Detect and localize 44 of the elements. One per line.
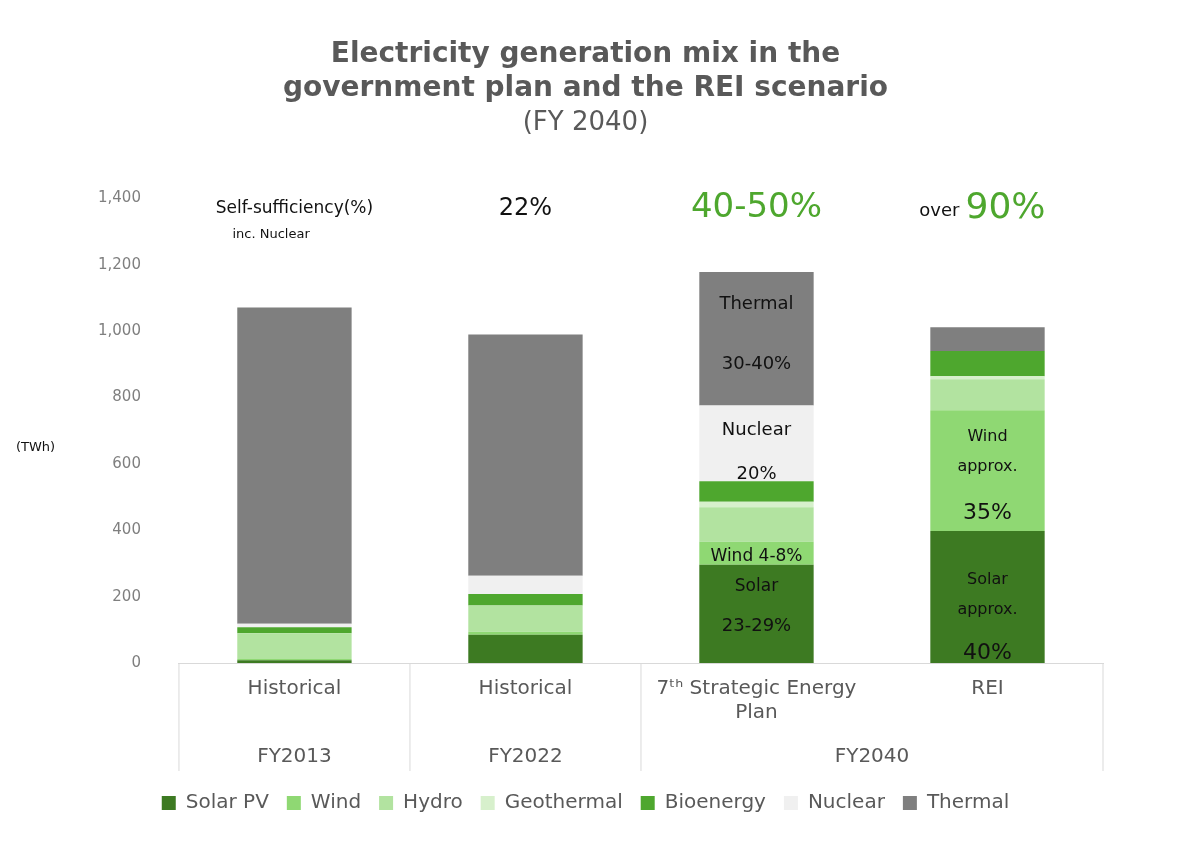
text: FY2013 xyxy=(257,743,332,768)
y-axis-title: (TWh) xyxy=(16,438,56,454)
y-tick-label: 1,400 xyxy=(97,188,141,207)
legend-label: Hydro xyxy=(403,789,463,814)
annotation: Self-sufficiency(%) xyxy=(215,196,374,217)
annotation: approx. xyxy=(957,456,1018,476)
y-tick-label: 1,000 xyxy=(97,321,141,340)
annotation: Thermal xyxy=(718,292,794,314)
y-tick-label: 800 xyxy=(112,387,141,406)
legend-label: Solar PV xyxy=(185,789,270,814)
y-tick-label: 200 xyxy=(112,586,141,605)
chart-subtitle: (FY 2040) xyxy=(522,105,649,136)
annotation: 35% xyxy=(963,499,1012,525)
annotation: Wind 4-8% xyxy=(710,545,803,566)
legend-label: Thermal xyxy=(925,789,1010,814)
annotation: 23-29% xyxy=(721,614,792,636)
legend-label: Geothermal xyxy=(504,789,623,814)
x-tick-label: Historical xyxy=(247,675,342,700)
text: FY2040 xyxy=(834,743,910,768)
x-tick-label: Historical xyxy=(478,675,573,700)
y-tick-label: 1,200 xyxy=(97,254,141,273)
x-tick-label: 7ᵗʰ Strategic Energy Plan xyxy=(656,675,857,724)
annotation: 40% xyxy=(963,638,1012,664)
y-tick-label: 400 xyxy=(112,520,141,539)
legend-label: Nuclear xyxy=(807,789,886,814)
y-tick-label: 600 xyxy=(112,453,141,472)
annotation: over xyxy=(919,199,961,221)
x-tick-label: REI xyxy=(971,675,1004,700)
text: FY2022 xyxy=(488,743,563,768)
legend-label: Wind xyxy=(310,789,362,814)
annotation: Nuclear xyxy=(721,418,792,440)
annotation: 20% xyxy=(736,461,777,483)
legend-label: Bioenergy xyxy=(664,789,767,814)
chart-title: Electricity generation mix in the government plan and the REI scenario xyxy=(283,36,888,103)
annotation: 22% xyxy=(498,192,553,221)
annotation: 40-50% xyxy=(690,185,823,226)
annotation: Solar xyxy=(967,569,1009,589)
annotation: 30-40% xyxy=(721,352,792,373)
annotation: 90% xyxy=(965,184,1046,226)
annotation: Wind xyxy=(967,426,1008,446)
annotation: Solar xyxy=(734,575,779,596)
annotation: approx. xyxy=(957,599,1018,619)
annotation: inc. Nuclear xyxy=(232,226,311,242)
y-tick-label: 0 xyxy=(131,652,141,671)
